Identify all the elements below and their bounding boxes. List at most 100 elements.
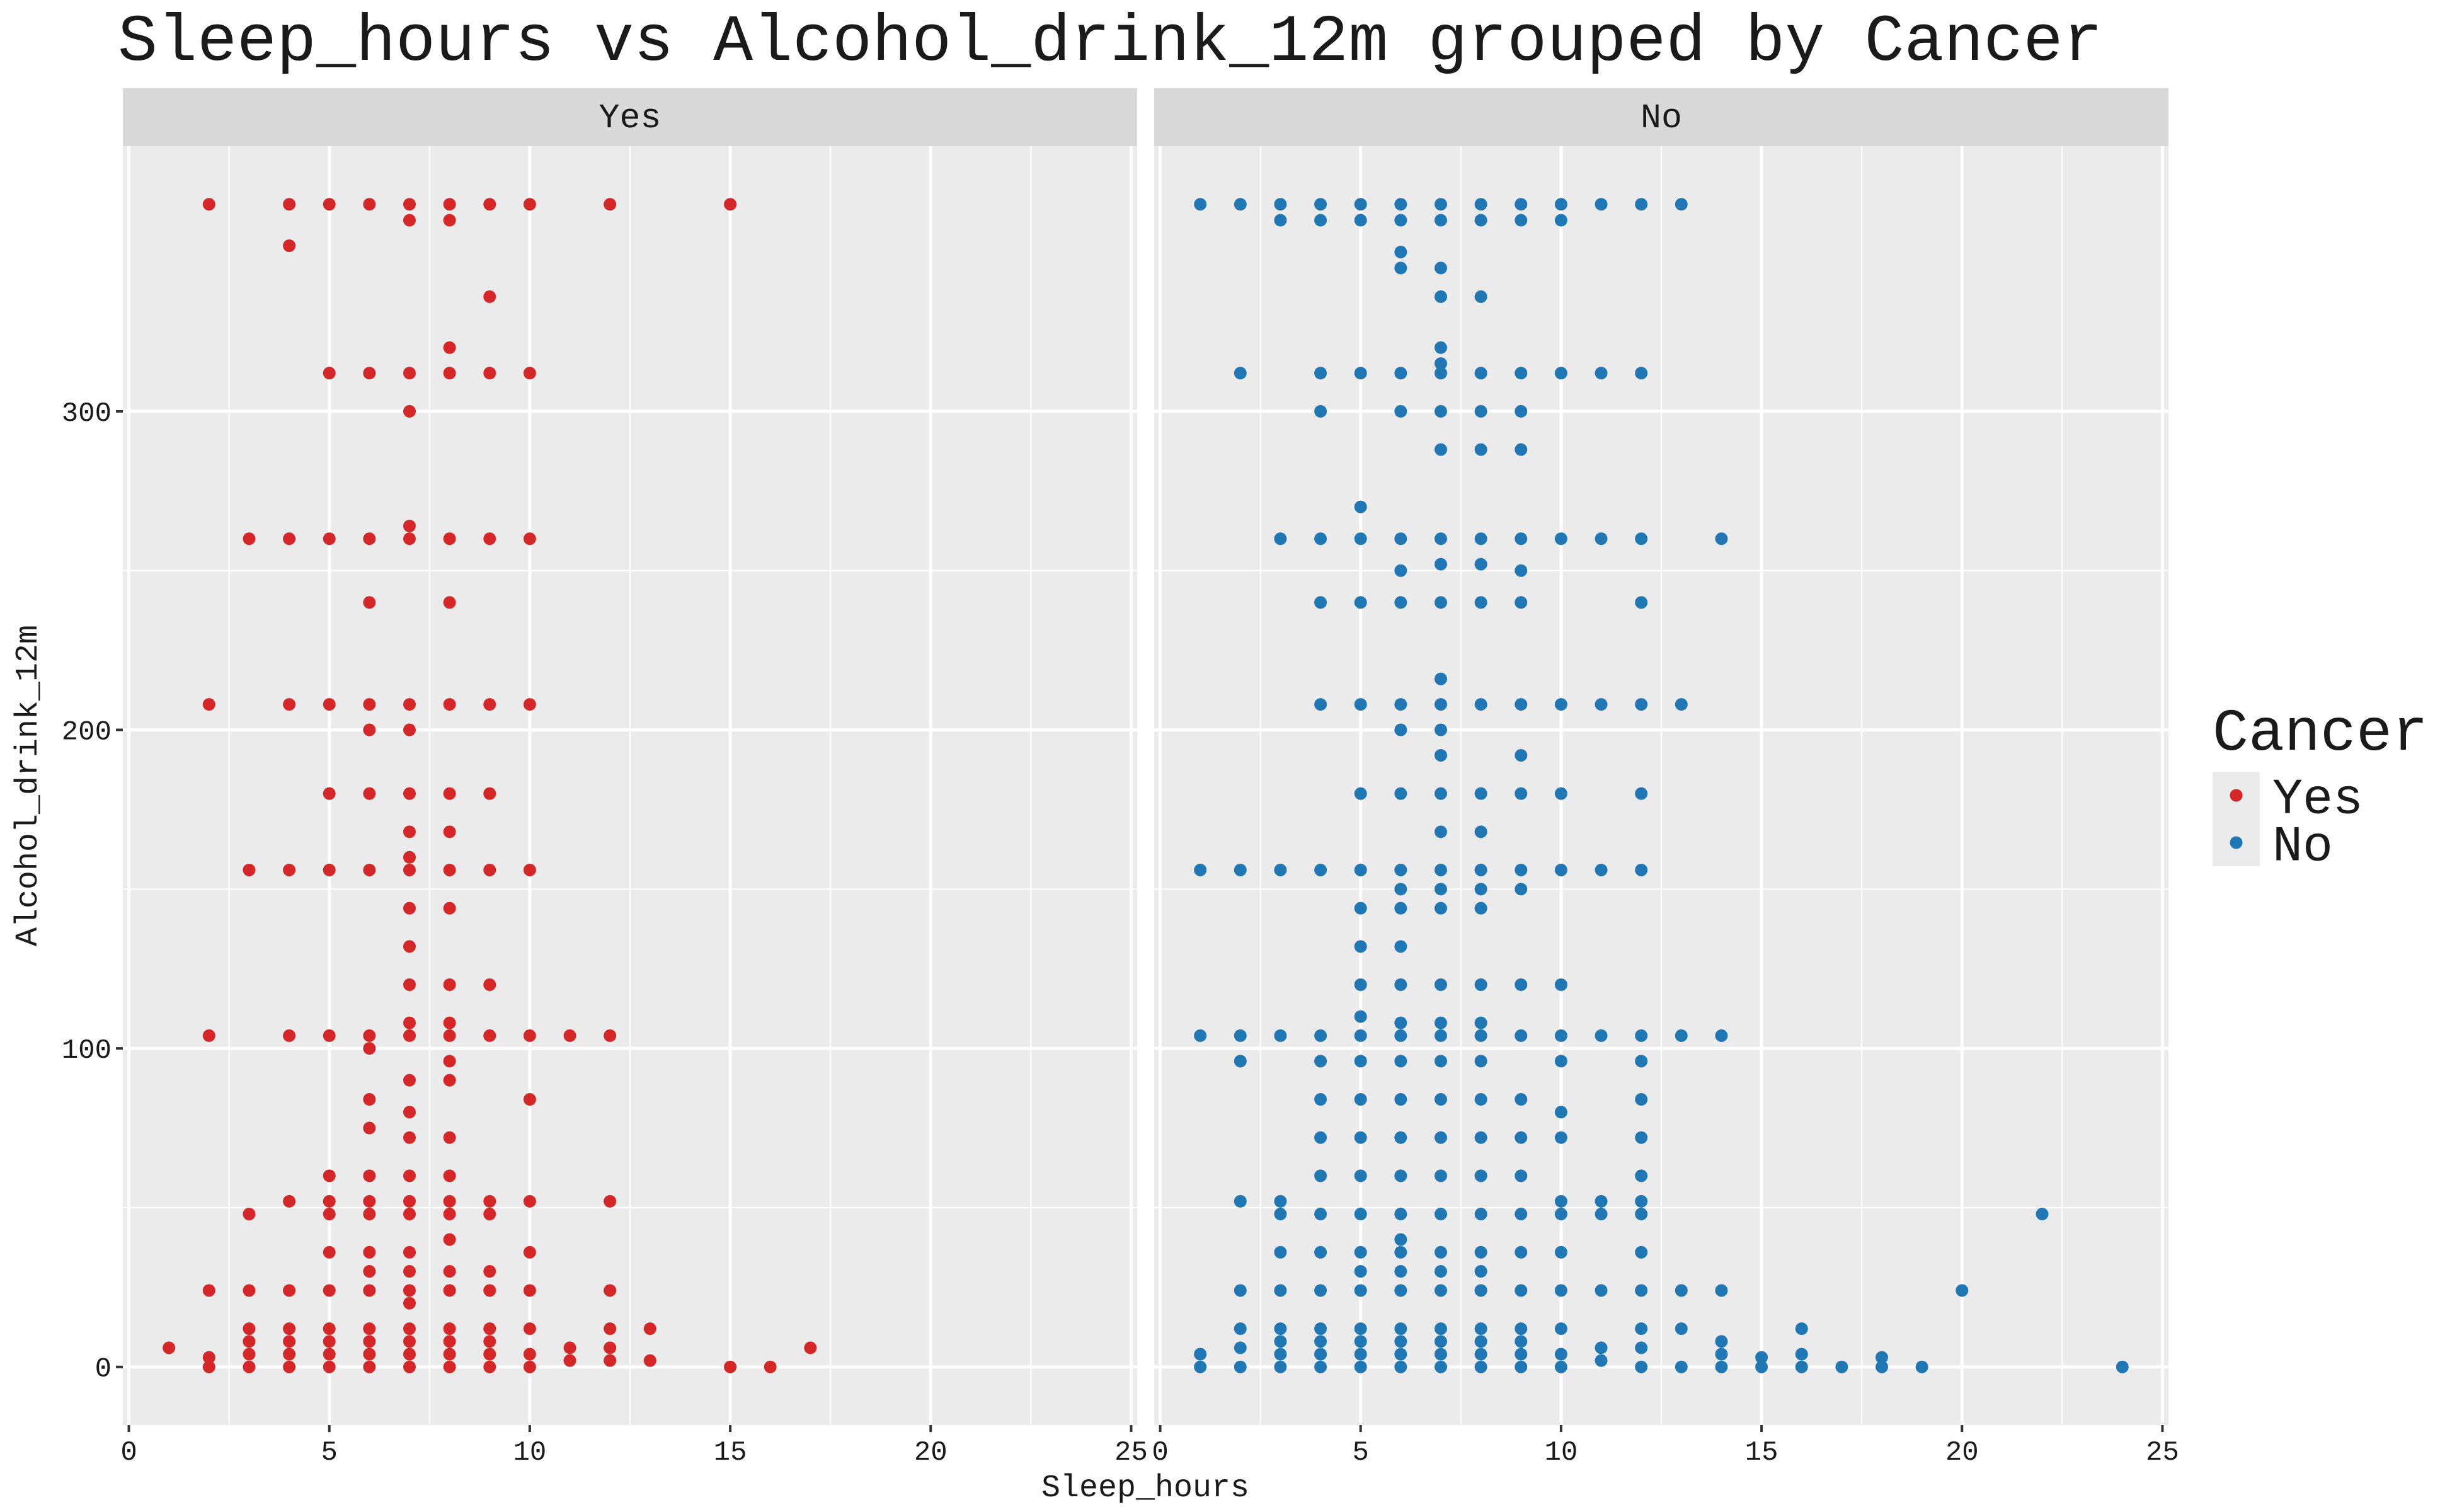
point [403,1208,416,1221]
point [283,1335,296,1348]
point [1234,863,1247,876]
point [283,1348,296,1361]
point [604,1354,617,1367]
point [1314,1093,1327,1106]
point [1394,1348,1407,1361]
point [443,198,456,211]
point [403,723,416,736]
point [1354,1348,1367,1361]
point [1354,500,1367,513]
point [1354,532,1367,546]
point [323,198,336,211]
point [1554,1246,1567,1259]
point [243,863,256,876]
point [403,198,416,211]
point [523,1194,536,1208]
point [323,1208,336,1221]
point [483,1029,496,1042]
point [1435,532,1447,546]
point [1595,367,1608,380]
point [1515,978,1528,992]
point [1515,1208,1528,1221]
point [1474,787,1487,800]
point [403,1029,416,1042]
point [1354,1055,1367,1068]
point [1876,1360,1888,1373]
point [523,863,536,876]
point [283,1360,296,1373]
point [202,698,215,711]
point [363,367,376,380]
point [1354,1360,1367,1373]
point [2116,1360,2129,1373]
point [1314,596,1327,609]
point [1675,1322,1688,1336]
point [1474,1016,1487,1029]
point [1595,1341,1608,1354]
x-tick-label: 0 [120,1437,137,1469]
point [363,1360,376,1373]
point [443,1074,456,1087]
point [1354,214,1367,227]
point [523,698,536,711]
point [1394,404,1407,418]
point [403,1284,416,1297]
point [243,532,256,546]
point [483,532,496,546]
point [283,1029,296,1042]
point [1314,214,1327,227]
point [1515,443,1528,456]
point [1515,367,1528,380]
point [443,1335,456,1348]
point [363,1348,376,1361]
point [1394,367,1407,380]
point [604,198,617,211]
point [1554,1131,1567,1144]
point [1554,863,1567,876]
point [1956,1284,1969,1297]
point [1354,1322,1367,1336]
point [403,698,416,711]
point [1394,902,1407,915]
point [1474,825,1487,839]
point [1435,1016,1447,1029]
point [1314,863,1327,876]
x-tick-label: 5 [321,1437,338,1469]
point [1435,978,1447,992]
point [1234,1029,1247,1042]
point [1435,404,1447,418]
point [1435,1208,1447,1221]
point [1394,1208,1407,1221]
point [1554,698,1567,711]
point [604,1322,617,1336]
point [443,787,456,800]
point [523,1246,536,1259]
point [1755,1351,1768,1364]
facet-label: Yes [598,98,661,138]
point [1354,367,1367,380]
point [1474,198,1487,211]
point [1554,1208,1567,1221]
point [1474,1284,1487,1297]
point [523,1029,536,1042]
point [1435,883,1447,896]
point [1435,357,1447,370]
point [483,1360,496,1373]
x-tick-label: 5 [1353,1437,1369,1469]
point [1354,978,1367,992]
x-axis-label: Sleep_hours [1041,1470,1249,1506]
point [283,1284,296,1297]
point [1274,214,1287,227]
point [403,519,416,532]
point [403,1131,416,1144]
point [483,863,496,876]
point [1314,1246,1327,1259]
point [363,1284,376,1297]
point [1474,1335,1487,1348]
point [1394,532,1407,546]
point [1554,787,1567,800]
point [483,978,496,992]
point [1234,1360,1247,1373]
point [1435,748,1447,762]
